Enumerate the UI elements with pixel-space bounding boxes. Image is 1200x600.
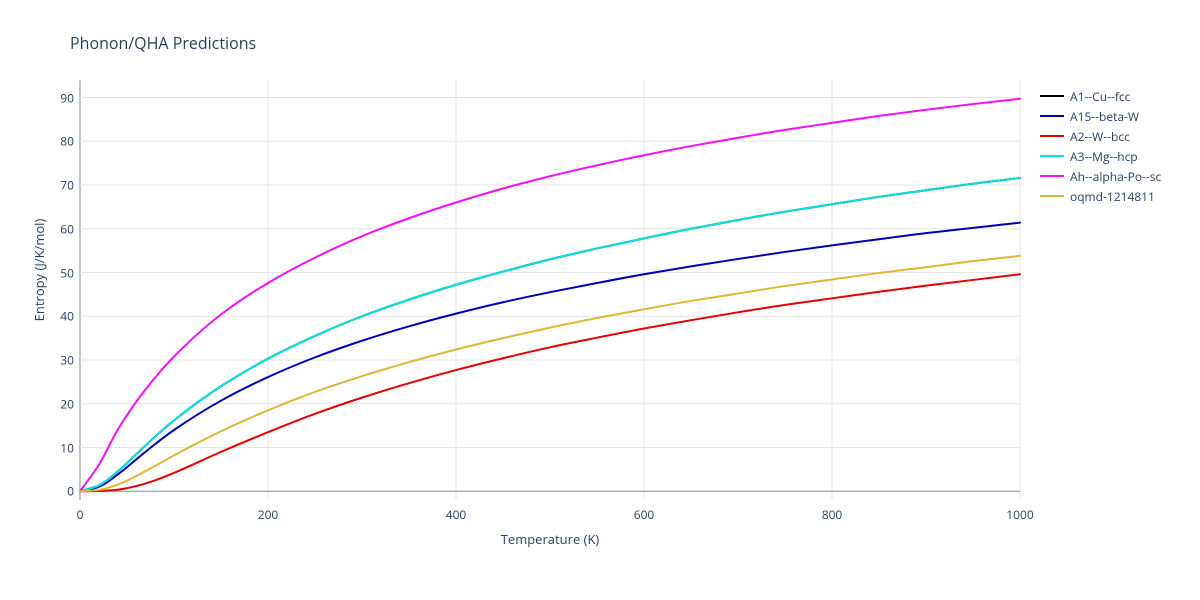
legend-swatch xyxy=(1040,135,1064,137)
series-line[interactable] xyxy=(80,274,1020,491)
entropy-line-chart: Phonon/QHA Predictions 02004006008001000… xyxy=(0,0,1200,600)
x-tick-label: 0 xyxy=(77,506,84,523)
x-tick-label: 800 xyxy=(822,506,843,523)
y-tick-label: 80 xyxy=(52,133,74,150)
legend-label: A2--W--bcc xyxy=(1070,128,1130,145)
series-line[interactable] xyxy=(80,178,1020,491)
legend-swatch xyxy=(1040,195,1064,197)
plot-area[interactable] xyxy=(80,80,1020,500)
legend-label: A1--Cu--fcc xyxy=(1070,88,1130,105)
legend-swatch xyxy=(1040,95,1064,97)
legend-label: A3--Mg--hcp xyxy=(1070,148,1138,165)
legend-item[interactable]: A3--Mg--hcp xyxy=(1040,146,1161,166)
legend-label: A15--beta-W xyxy=(1070,108,1139,125)
y-tick-label: 70 xyxy=(52,177,74,194)
x-tick-label: 200 xyxy=(258,506,279,523)
y-tick-label: 10 xyxy=(52,439,74,456)
y-axis-label: Entropy (J/K/mol) xyxy=(30,195,48,345)
legend-label: Ah--alpha-Po--sc xyxy=(1070,168,1161,185)
legend-item[interactable]: oqmd-1214811 xyxy=(1040,186,1161,206)
x-tick-label: 400 xyxy=(446,506,467,523)
y-tick-label: 30 xyxy=(52,352,74,369)
y-tick-label: 60 xyxy=(52,220,74,237)
x-axis-label: Temperature (K) xyxy=(490,530,610,548)
legend-label: oqmd-1214811 xyxy=(1070,188,1155,205)
chart-title: Phonon/QHA Predictions xyxy=(70,32,256,54)
y-tick-label: 90 xyxy=(52,89,74,106)
y-tick-label: 50 xyxy=(52,264,74,281)
legend-item[interactable]: A2--W--bcc xyxy=(1040,126,1161,146)
plot-svg xyxy=(80,80,1020,500)
legend-item[interactable]: A1--Cu--fcc xyxy=(1040,86,1161,106)
legend-swatch xyxy=(1040,115,1064,117)
legend-item[interactable]: Ah--alpha-Po--sc xyxy=(1040,166,1161,186)
y-tick-label: 40 xyxy=(52,308,74,325)
legend-item[interactable]: A15--beta-W xyxy=(1040,106,1161,126)
x-tick-label: 600 xyxy=(634,506,655,523)
legend-swatch xyxy=(1040,155,1064,157)
y-tick-label: 20 xyxy=(52,395,74,412)
y-tick-label: 0 xyxy=(52,483,74,500)
x-tick-label: 1000 xyxy=(1006,506,1033,523)
legend-swatch xyxy=(1040,175,1064,177)
series-line[interactable] xyxy=(80,178,1020,491)
legend: A1--Cu--fcc A15--beta-W A2--W--bcc A3--Mg--… xyxy=(1040,86,1161,206)
